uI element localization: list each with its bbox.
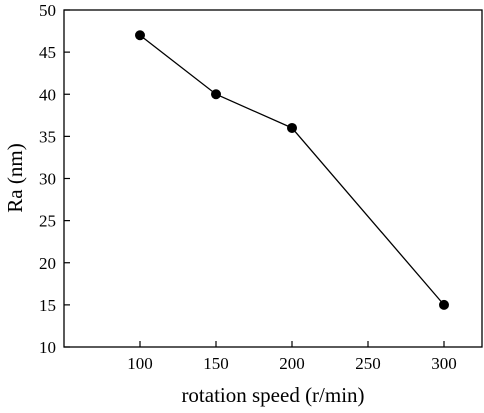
y-tick-label: 10 (39, 338, 56, 357)
y-tick-label: 25 (39, 212, 56, 231)
x-tick-label: 200 (279, 354, 305, 373)
y-tick-label: 30 (39, 170, 56, 189)
x-axis-label: rotation speed (r/min) (181, 383, 364, 407)
plot-frame (63, 9, 483, 348)
data-point (135, 30, 145, 41)
y-tick-label: 20 (39, 254, 56, 273)
x-tick-label: 150 (203, 354, 229, 373)
data-point (211, 89, 221, 100)
y-axis-label: Ra (nm) (3, 143, 27, 212)
y-tick-label: 35 (39, 127, 56, 146)
series-layer (135, 30, 449, 310)
y-axis-ticks: 10 15 20 25 30 35 40 45 50 (39, 1, 70, 357)
y-tick-label: 15 (39, 296, 56, 315)
y-tick-label: 50 (39, 1, 56, 20)
y-tick-label: 40 (39, 85, 56, 104)
data-point (287, 122, 297, 133)
series-line (139, 34, 445, 306)
x-tick-label: 100 (127, 354, 153, 373)
x-tick-label: 250 (355, 354, 381, 373)
data-point (439, 299, 449, 310)
x-axis-ticks: 100 150 200 250 300 (127, 341, 457, 373)
y-tick-label: 45 (39, 43, 56, 62)
x-tick-label: 300 (431, 354, 457, 373)
